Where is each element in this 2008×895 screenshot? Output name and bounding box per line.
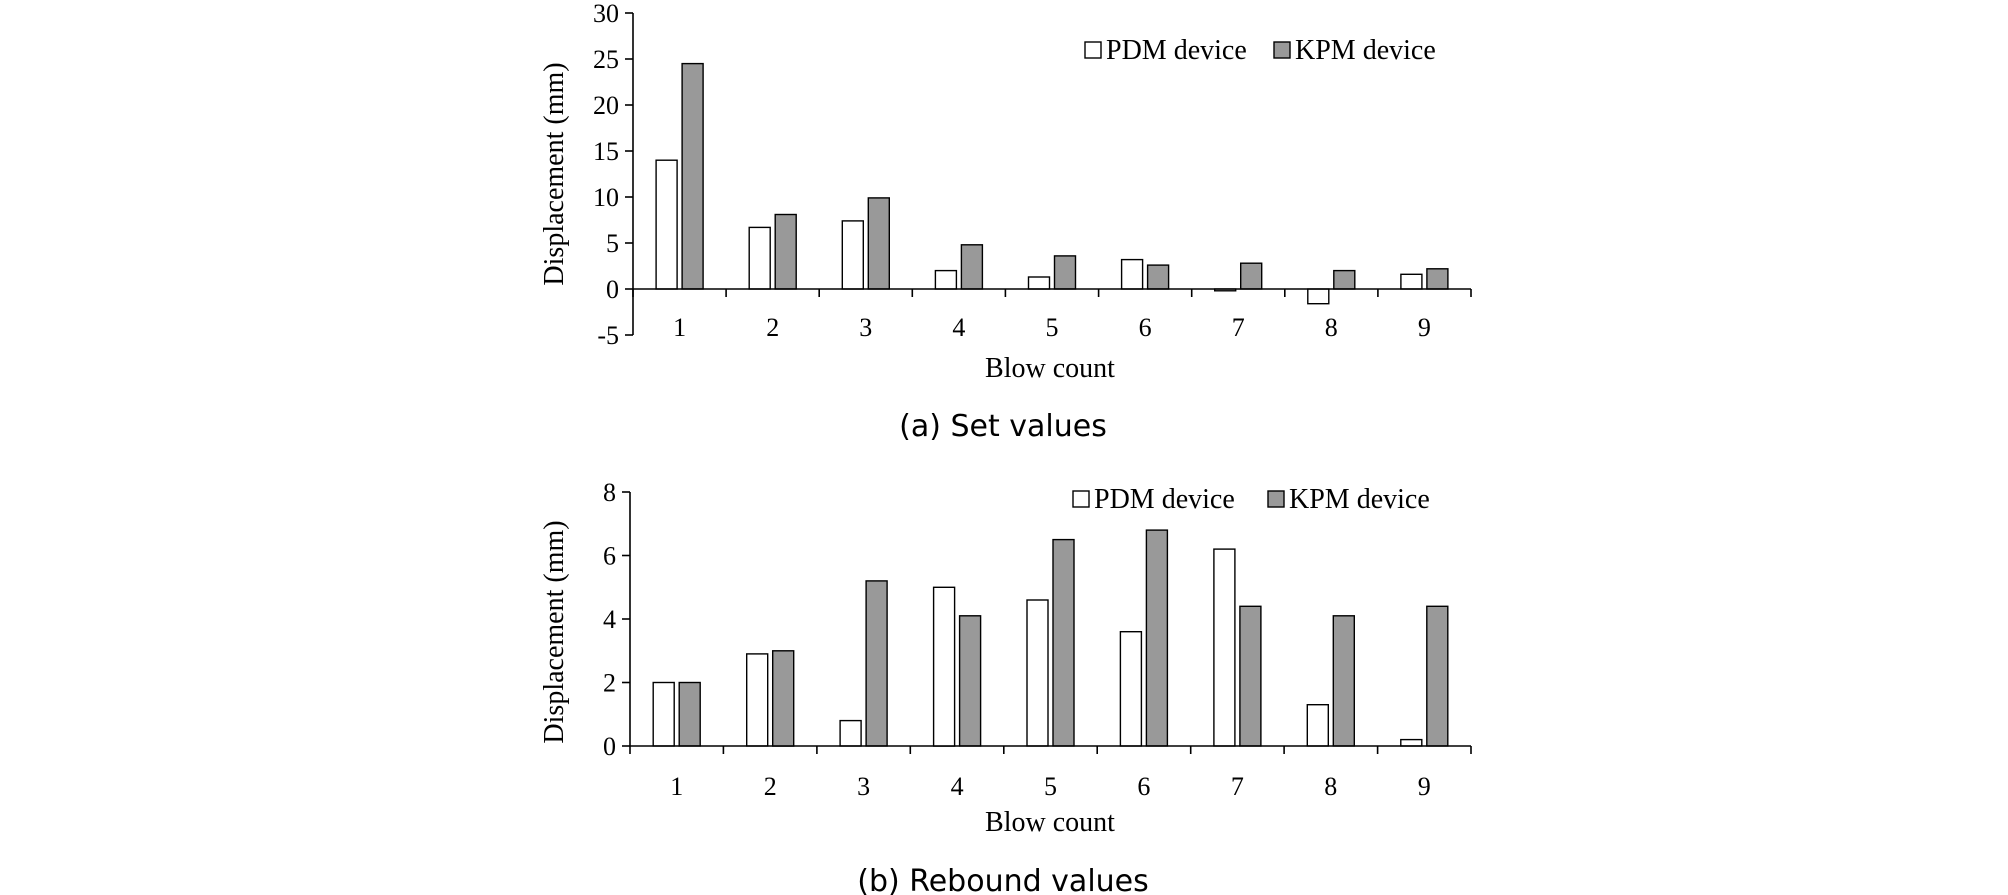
chart-a-x-tick-label: 6 [1139,313,1152,342]
chart-b-y-tick-label: 6 [603,542,616,571]
chart-a-bars [655,62,1449,305]
chart-a-caption: (a) Set values [899,409,1107,444]
chart-b-bar-pdm-5 [1026,599,1049,747]
chart-b-bar-kpm-5 [1052,538,1075,747]
chart-a-bar-kpm-1 [681,62,704,290]
chart-b-x-tick-label: 1 [670,772,683,801]
chart-a-legend-swatch-pdm [1084,41,1102,59]
chart-b-bar-kpm-9 [1426,605,1449,747]
chart-a-bar-pdm-6 [1120,258,1144,290]
chart-a-bar-kpm-5 [1053,255,1077,290]
chart-b-bar-kpm-1 [678,681,701,747]
chart-b-bar-kpm-7 [1239,605,1262,747]
chart-b-bar-pdm-2 [746,653,769,747]
chart-b-x-tick-label: 3 [857,772,870,801]
chart-a-y-tick-labels: -5 0 5 10 15 20 25 30 [593,0,619,350]
chart-b-bar-pdm-3 [839,719,862,747]
chart-a-x-tick-labels: 1 2 3 4 5 6 7 8 9 [673,313,1431,342]
chart-b-bar-pdm-1 [652,681,675,747]
chart-a-x-tick-label: 1 [673,313,686,342]
chart-b-legend-label-kpm: KPM device [1289,484,1430,515]
chart-a-legend: PDM device KPM device [1084,35,1436,66]
chart-a-bar-kpm-7 [1239,262,1263,290]
chart-a-x-tick-label: 8 [1325,313,1338,342]
chart-a-bar-pdm-4 [934,269,958,290]
chart-b-bar-pdm-7 [1213,548,1236,747]
chart-a-bar-kpm-4 [960,244,984,290]
chart-b-y-tick-labels: 0 2 4 6 8 [603,478,616,761]
chart-a-x-ticks [632,289,1472,297]
chart-b-bar-pdm-4 [932,586,956,747]
chart-b-bar-kpm-3 [865,580,888,747]
chart-a-y-tick-label: -5 [597,321,619,350]
chart-b-caption: (b) Rebound values [857,864,1149,895]
chart-a-bar-pdm-5 [1027,276,1051,290]
chart-a-y-axis-label: Displacement (mm) [539,62,570,285]
chart-b-x-ticks [629,746,1472,754]
chart-b-x-tick-labels: 1 2 3 4 5 6 7 8 9 [670,772,1431,801]
chart-a-bar-kpm-6 [1146,264,1170,290]
chart-b-legend-swatch-pdm [1072,490,1090,508]
chart-a-legend-label-pdm: PDM device [1106,35,1247,66]
chart-b-y-ticks [622,491,630,747]
chart-b-bars [652,529,1449,747]
chart-a-bar-kpm-3 [867,197,890,290]
chart-b-legend: PDM device KPM device [1072,484,1430,515]
chart-a-legend-label-kpm: KPM device [1295,35,1436,66]
chart-a-y-tick-label: 30 [593,0,619,28]
chart-a-bar-pdm-9 [1400,273,1423,290]
chart-a-legend-swatch-kpm [1273,41,1291,59]
chart-b-bar-kpm-8 [1332,615,1356,747]
chart-b-x-tick-label: 6 [1137,772,1150,801]
chart-a-y-ticks [625,12,633,336]
chart-b-x-tick-label: 5 [1044,772,1057,801]
chart-a-y-tick-label: 0 [606,275,619,304]
chart-a-x-tick-label: 4 [952,313,965,342]
chart-b-x-tick-label: 8 [1324,772,1337,801]
chart-b-x-tick-label: 9 [1418,772,1431,801]
chart-a-x-tick-label: 5 [1046,313,1059,342]
chart-rebound-values: 1 2 3 4 5 6 7 8 9 0 2 4 6 8 Displacement (mm) Blow c… [539,478,1472,895]
chart-b-x-tick-label: 4 [951,772,964,801]
chart-b-y-tick-label: 2 [603,669,616,698]
chart-b-bar-pdm-9 [1400,738,1423,747]
chart-b-y-tick-label: 4 [603,605,616,634]
chart-b-y-tick-label: 0 [603,732,616,761]
chart-b-x-axis-label: Blow count [985,807,1115,838]
chart-b-bar-pdm-8 [1306,704,1330,747]
chart-b-bar-kpm-2 [772,650,795,747]
chart-a-y-tick-label: 15 [593,137,619,166]
chart-a-x-axis-label: Blow count [985,353,1115,384]
chart-b-bar-kpm-6 [1145,529,1169,747]
chart-b-legend-label-pdm: PDM device [1094,484,1235,515]
chart-a-x-tick-label: 7 [1232,313,1245,342]
chart-a-bar-kpm-2 [774,213,797,290]
chart-a-y-tick-label: 5 [606,229,619,258]
chart-a-bar-pdm-1 [655,159,678,290]
chart-a-bar-pdm-3 [841,220,864,290]
chart-set-values: 1 2 3 4 5 6 7 8 9 -5 0 5 10 15 20 25 30 Displacement (m… [539,0,1472,444]
chart-a-bar-pdm-8 [1307,288,1330,305]
chart-b-y-tick-label: 8 [603,478,616,507]
chart-b-bar-pdm-6 [1119,631,1143,747]
chart-a-x-tick-label: 2 [766,313,779,342]
chart-a-y-tick-label: 25 [593,45,619,74]
chart-b-bar-kpm-4 [958,615,982,747]
chart-a-bar-kpm-9 [1426,268,1449,290]
chart-a-y-tick-label: 10 [593,183,619,212]
chart-b-legend-swatch-kpm [1267,490,1285,508]
chart-a-x-tick-label: 3 [859,313,872,342]
chart-a-y-tick-label: 20 [593,91,619,120]
chart-a-bar-kpm-8 [1333,269,1356,290]
chart-b-x-tick-label: 7 [1231,772,1244,801]
chart-a-x-tick-label: 9 [1418,313,1431,342]
chart-b-y-axis-label: Displacement (mm) [539,520,570,743]
chart-b-x-tick-label: 2 [764,772,777,801]
chart-a-bar-pdm-2 [748,226,771,290]
